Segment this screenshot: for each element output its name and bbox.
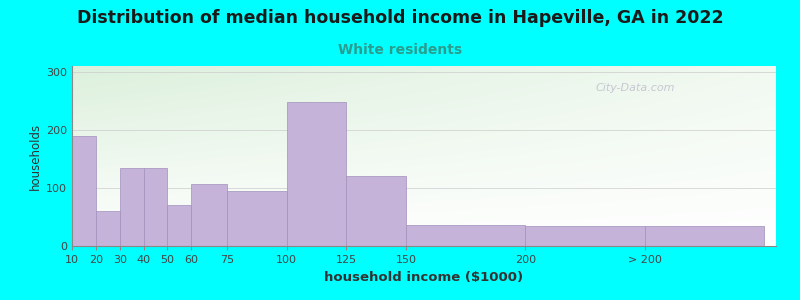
Text: Distribution of median household income in Hapeville, GA in 2022: Distribution of median household income … <box>77 9 723 27</box>
Y-axis label: households: households <box>29 122 42 190</box>
Bar <box>120 168 143 246</box>
Bar <box>167 206 191 246</box>
Bar <box>645 226 764 246</box>
Text: White residents: White residents <box>338 44 462 58</box>
Bar <box>406 224 526 246</box>
X-axis label: household income ($1000): household income ($1000) <box>325 271 523 284</box>
Text: City-Data.com: City-Data.com <box>595 82 675 93</box>
Bar <box>96 211 120 246</box>
Bar <box>72 136 96 246</box>
Bar <box>227 191 286 246</box>
Bar <box>286 102 346 246</box>
Bar <box>191 184 227 246</box>
Bar <box>346 176 406 246</box>
Bar <box>526 226 645 246</box>
Bar <box>143 168 167 246</box>
